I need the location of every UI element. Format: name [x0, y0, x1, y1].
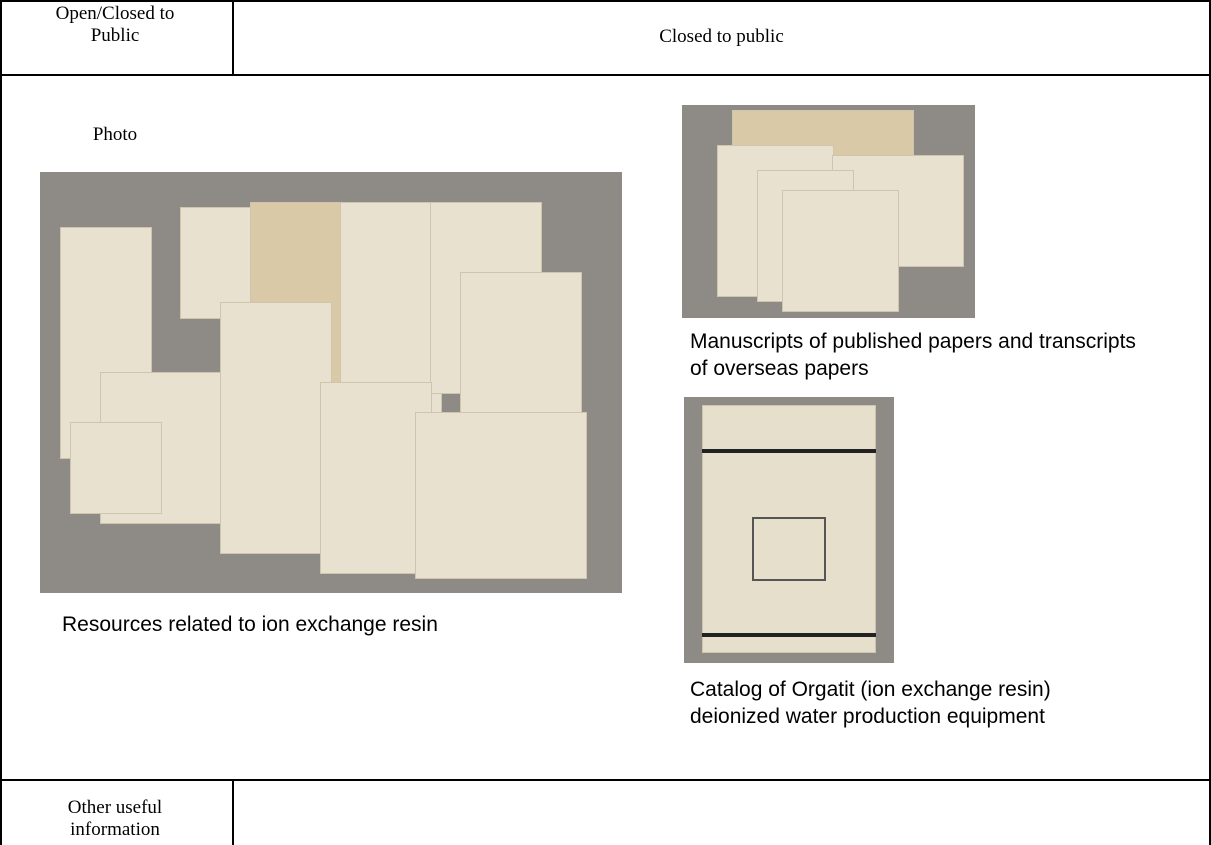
row-value: Closed to public — [659, 26, 784, 47]
border — [0, 0, 2, 845]
photo-caption: Resources related to ion exchange resin — [62, 613, 438, 636]
photo — [682, 105, 975, 318]
border — [0, 0, 1211, 2]
photo-caption: Manuscripts of published papers and tran… — [690, 330, 1136, 380]
border — [0, 74, 1211, 76]
border — [232, 779, 234, 845]
photo — [40, 172, 622, 593]
border — [0, 779, 1211, 781]
row-label: Open/Closed to Public — [55, 3, 175, 46]
photo — [684, 397, 894, 663]
row-label: Other useful information — [67, 797, 163, 840]
border — [1209, 0, 1211, 845]
photo-caption: Catalog of Orgatit (ion exchange resin) … — [690, 678, 1051, 728]
section-label: Photo — [92, 124, 138, 145]
border — [232, 0, 234, 75]
